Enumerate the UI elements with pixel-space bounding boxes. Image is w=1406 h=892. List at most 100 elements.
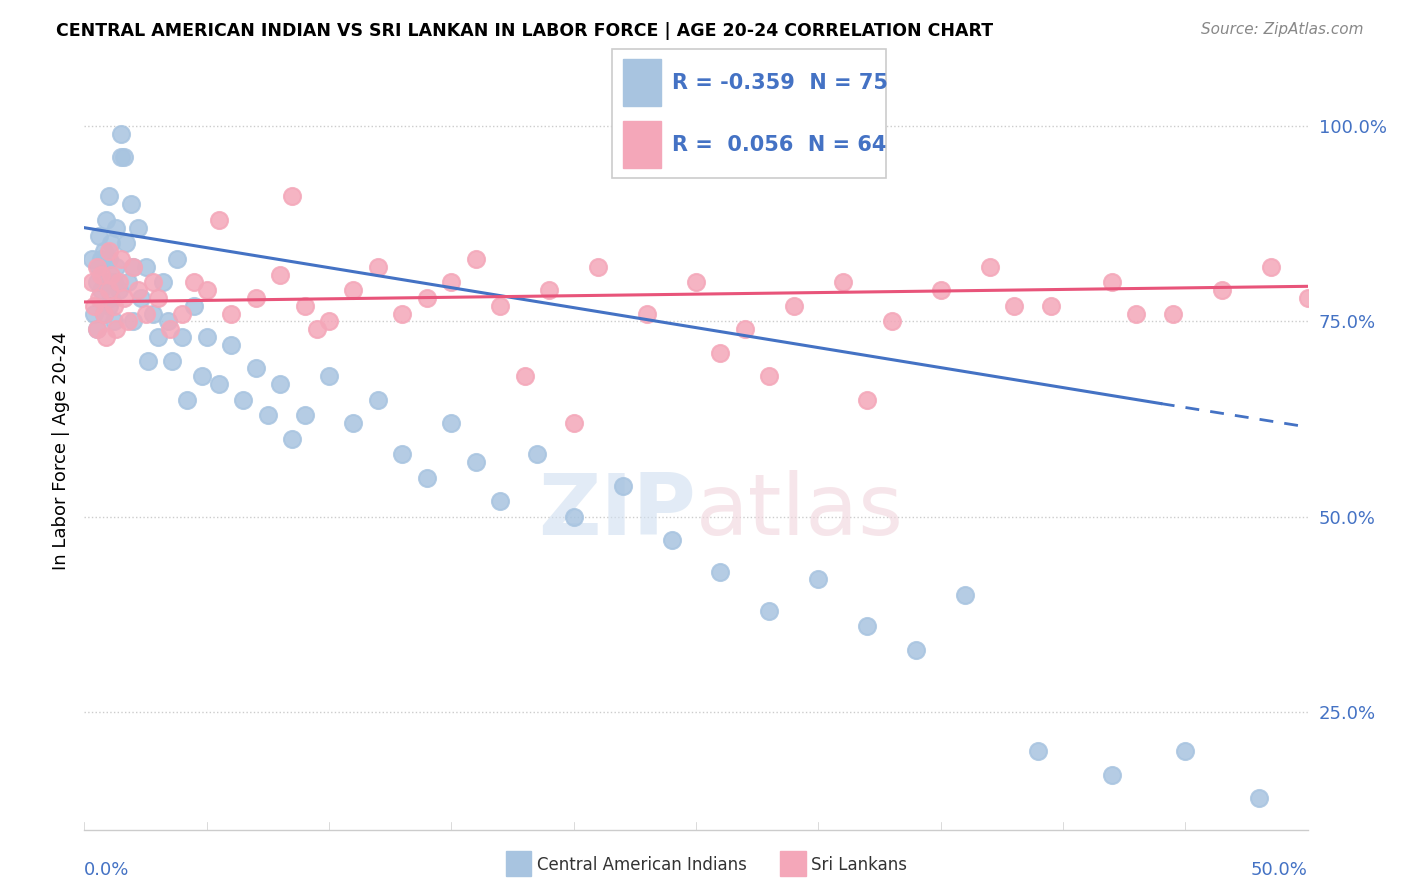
- Point: [562, 416, 585, 430]
- Point: [758, 369, 780, 384]
- Point: [1125, 307, 1147, 321]
- Point: [783, 299, 806, 313]
- Point: [83, 299, 105, 313]
- Point: [105, 322, 128, 336]
- Point: [117, 276, 139, 290]
- Point: [318, 314, 340, 328]
- Point: [661, 533, 683, 548]
- Point: [391, 447, 413, 461]
- Point: [636, 307, 658, 321]
- Point: [100, 268, 122, 282]
- Point: [110, 150, 132, 164]
- Point: [127, 283, 149, 297]
- Point: [513, 369, 536, 384]
- Point: [195, 283, 218, 297]
- Point: [391, 307, 413, 321]
- Point: [219, 338, 242, 352]
- Point: [103, 314, 125, 328]
- Point: [1174, 744, 1197, 758]
- Point: [87, 228, 110, 243]
- Point: [152, 276, 174, 290]
- Point: [117, 314, 139, 328]
- Point: [183, 276, 205, 290]
- Point: [929, 283, 952, 297]
- Point: [685, 276, 707, 290]
- Point: [146, 291, 169, 305]
- Point: [183, 299, 205, 313]
- Point: [83, 307, 105, 321]
- Text: atlas: atlas: [696, 469, 904, 553]
- FancyBboxPatch shape: [612, 49, 886, 178]
- Point: [100, 236, 122, 251]
- Point: [709, 565, 731, 579]
- Point: [86, 322, 108, 336]
- Point: [807, 573, 830, 587]
- Point: [93, 244, 115, 259]
- Point: [129, 291, 152, 305]
- Point: [86, 276, 108, 290]
- Point: [122, 260, 145, 274]
- Bar: [623, 60, 661, 106]
- Point: [195, 330, 218, 344]
- Point: [440, 276, 463, 290]
- Point: [1101, 276, 1123, 290]
- Point: [612, 478, 634, 492]
- Point: [318, 369, 340, 384]
- Point: [880, 314, 903, 328]
- Point: [156, 314, 179, 328]
- Point: [90, 252, 112, 266]
- Point: [86, 260, 108, 274]
- Point: [96, 330, 118, 344]
- Point: [90, 268, 112, 282]
- Point: [107, 283, 129, 297]
- Point: [97, 299, 120, 313]
- Point: [526, 447, 548, 461]
- Point: [162, 353, 184, 368]
- Point: [1260, 260, 1282, 274]
- Point: [245, 361, 267, 376]
- Text: Sri Lankans: Sri Lankans: [811, 856, 907, 874]
- Point: [115, 236, 138, 251]
- Y-axis label: In Labor Force | Age 20-24: In Labor Force | Age 20-24: [52, 331, 70, 570]
- Point: [1101, 768, 1123, 782]
- Point: [127, 220, 149, 235]
- Point: [122, 260, 145, 274]
- Point: [232, 392, 254, 407]
- Point: [172, 330, 194, 344]
- Point: [342, 283, 364, 297]
- Point: [135, 307, 157, 321]
- Point: [905, 642, 928, 657]
- Point: [831, 276, 853, 290]
- Point: [87, 291, 110, 305]
- Text: Central American Indians: Central American Indians: [537, 856, 747, 874]
- Point: [166, 252, 188, 266]
- Text: CENTRAL AMERICAN INDIAN VS SRI LANKAN IN LABOR FORCE | AGE 20-24 CORRELATION CHA: CENTRAL AMERICAN INDIAN VS SRI LANKAN IN…: [56, 22, 994, 40]
- Point: [367, 392, 389, 407]
- Point: [562, 509, 585, 524]
- Point: [1296, 291, 1319, 305]
- Point: [269, 377, 291, 392]
- Point: [103, 299, 125, 313]
- Point: [586, 260, 609, 274]
- Point: [159, 322, 181, 336]
- Point: [146, 330, 169, 344]
- Point: [80, 252, 103, 266]
- Text: R = -0.359  N = 75: R = -0.359 N = 75: [672, 72, 889, 93]
- Point: [90, 283, 112, 297]
- Point: [172, 307, 194, 321]
- Point: [122, 314, 145, 328]
- Point: [135, 260, 157, 274]
- Point: [734, 322, 756, 336]
- Point: [464, 252, 486, 266]
- Point: [97, 189, 120, 203]
- Point: [305, 322, 328, 336]
- Point: [1161, 307, 1184, 321]
- Point: [281, 432, 304, 446]
- Point: [110, 252, 132, 266]
- Point: [758, 604, 780, 618]
- Point: [112, 291, 135, 305]
- Point: [97, 244, 120, 259]
- Point: [281, 189, 304, 203]
- Point: [856, 619, 879, 633]
- Point: [100, 291, 122, 305]
